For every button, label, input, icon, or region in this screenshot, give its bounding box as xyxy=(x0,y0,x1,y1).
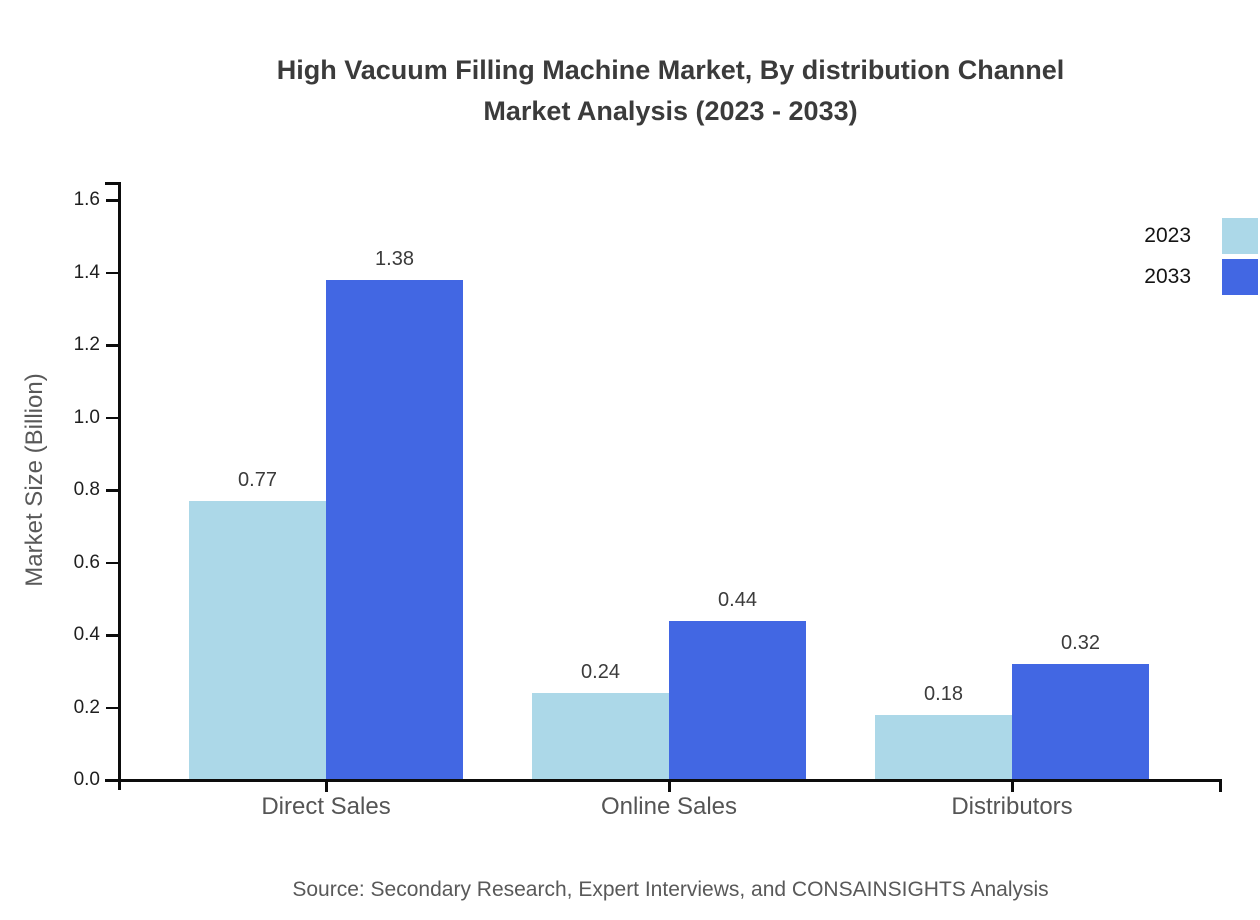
y-axis-tick-label: 1.0 xyxy=(73,406,100,428)
bar-2033 xyxy=(326,279,463,780)
y-axis-tick-label: 0.6 xyxy=(73,551,100,573)
x-axis-category-label: Distributors xyxy=(951,793,1073,820)
y-axis-tick-label: 0.0 xyxy=(73,769,100,790)
bar-2023 xyxy=(189,500,326,780)
y-axis-tick-label: 0.4 xyxy=(73,624,100,645)
bar-2033 xyxy=(669,620,806,780)
source-note: Source: Secondary Research, Expert Inter… xyxy=(292,878,1049,901)
x-axis-end-cap xyxy=(1219,779,1222,792)
y-axis-tick-label: 1.6 xyxy=(73,189,100,210)
y-axis-tick xyxy=(106,344,119,347)
bar-value-label: 0.77 xyxy=(238,468,277,491)
bar-value-label: 1.38 xyxy=(375,247,414,270)
chart-title-line2: Market Analysis (2023 - 2033) xyxy=(483,96,858,126)
bar-2033 xyxy=(1012,664,1149,780)
y-axis-tick-label: 0.2 xyxy=(73,696,100,718)
x-axis-tick xyxy=(325,780,328,792)
y-axis-line xyxy=(118,182,121,790)
y-axis-tick xyxy=(106,489,119,492)
y-axis-tick-label: 1.4 xyxy=(73,261,100,283)
y-axis-tick-label: 0.8 xyxy=(73,479,100,500)
bar-value-label: 0.32 xyxy=(1061,632,1100,654)
y-axis-tick xyxy=(106,561,119,564)
y-axis-top-cap xyxy=(105,182,119,185)
x-axis-category-label: Online Sales xyxy=(600,793,738,820)
chart-title-line1: High Vacuum Filling Machine Market, By d… xyxy=(276,55,1065,85)
legend-item: 2023 xyxy=(1131,218,1258,254)
bar-2023 xyxy=(875,714,1012,780)
y-axis-tick xyxy=(106,706,119,709)
legend-swatch xyxy=(1222,259,1258,295)
legend-label: 2023 xyxy=(1144,224,1191,247)
bar-value-label: 0.24 xyxy=(581,661,620,683)
x-axis-line xyxy=(105,779,1221,782)
x-axis-category-label: Direct Sales xyxy=(261,793,391,820)
legend-label: 2033 xyxy=(1144,265,1191,288)
y-axis-tick xyxy=(106,199,119,202)
bar-value-label: 0.44 xyxy=(718,588,757,611)
legend: 2023 2033 xyxy=(1131,218,1258,295)
y-axis-tick xyxy=(106,416,119,419)
x-axis-tick xyxy=(668,780,671,792)
bar-value-label: 0.18 xyxy=(924,682,963,705)
y-axis-tick xyxy=(106,271,119,274)
chart-title: High Vacuum Filling Machine Market, By d… xyxy=(120,50,1221,132)
legend-swatch xyxy=(1222,218,1258,254)
legend-item: 2033 xyxy=(1131,259,1258,295)
y-axis-tick xyxy=(106,634,119,637)
x-axis-tick xyxy=(1011,780,1014,792)
bar-2023 xyxy=(532,693,669,780)
y-axis-tick-label: 1.2 xyxy=(73,334,100,355)
